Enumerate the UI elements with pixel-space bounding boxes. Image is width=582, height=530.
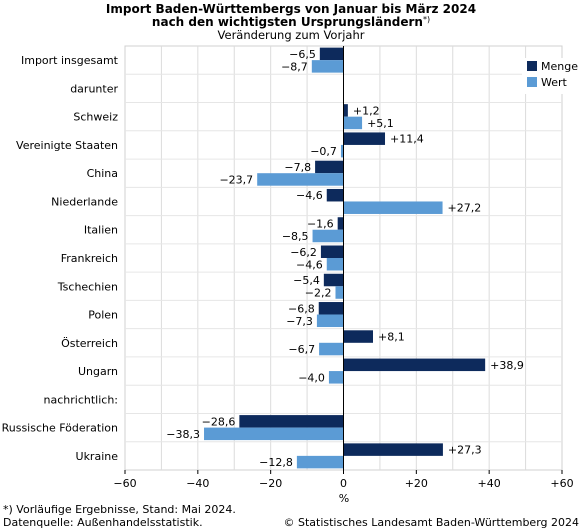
data-label-menge: −1,6 <box>307 217 334 230</box>
bar-wert <box>343 116 363 130</box>
bar-wert <box>340 144 344 158</box>
category-label: Österreich <box>61 337 118 350</box>
bar-wert <box>311 60 344 73</box>
category-label: Polen <box>88 309 118 322</box>
bar-menge <box>320 245 344 258</box>
data-label-wert: −7,3 <box>286 315 313 328</box>
legend-entry: Menge <box>541 60 578 73</box>
category-label: darunter <box>70 82 118 95</box>
x-tick-label: −40 <box>186 477 209 490</box>
data-label-menge: +27,3 <box>448 444 482 457</box>
bar-wert <box>257 173 344 186</box>
data-label-wert: −12,8 <box>259 456 293 469</box>
chart-title-footnote-mark: *) <box>423 15 430 24</box>
data-label-menge: +11,4 <box>390 133 424 146</box>
x-tick-label: 0 <box>340 477 347 490</box>
bar-menge <box>323 273 344 287</box>
data-label-menge: −7,8 <box>284 161 311 174</box>
chart-title-line2: nach den wichtigsten Ursprungsländern*) <box>152 15 430 29</box>
data-label-menge: −4,6 <box>296 189 323 202</box>
data-label-wert: −4,0 <box>298 371 325 384</box>
data-label-wert: −8,5 <box>282 230 309 243</box>
data-label-menge: +38,9 <box>490 359 524 372</box>
bar-menge <box>239 415 344 428</box>
data-label-menge: −6,8 <box>288 302 315 315</box>
data-label-wert: −38,3 <box>166 428 200 441</box>
source-note: Datenquelle: Außenhandelsstatistik. <box>3 516 203 529</box>
category-labels: Import insgesamt darunter Schweiz Vereinigt… <box>2 54 119 463</box>
data-label-wert: −4,6 <box>296 258 323 271</box>
category-label: Vereinigte Staaten <box>16 139 118 152</box>
category-label: Import insgesamt <box>21 54 119 67</box>
legend: Menge Wert <box>522 58 578 94</box>
bar-wert <box>296 455 344 469</box>
category-label: Tschechien <box>57 280 118 293</box>
value-labels: −6,5−8,7 +1,2+5,1 +11,4 −0,7 −7,8 −23,7 −4,6 +2… <box>166 48 524 469</box>
chart-title-line1: Import Baden-Württembergs von Januar bis… <box>106 2 476 16</box>
bar-wert <box>316 314 344 328</box>
category-label: Russische Föderation <box>2 422 118 435</box>
bar-wert <box>343 201 443 214</box>
bar-wert <box>204 427 344 441</box>
bar-wert <box>328 371 344 384</box>
category-label: Ungarn <box>78 365 118 378</box>
x-tick-label: +20 <box>405 477 428 490</box>
category-label: China <box>87 167 118 180</box>
data-label-wert: +5,1 <box>367 117 394 130</box>
footnote: *) Vorläufige Ergebnisse, Stand: Mai 202… <box>3 503 236 516</box>
copyright: © Statistisches Landesamt Baden-Württemb… <box>283 516 579 529</box>
data-label-wert: −8,7 <box>281 60 308 73</box>
data-label-wert: −23,7 <box>219 173 253 186</box>
bar-menge <box>337 217 344 230</box>
bar-menge <box>343 358 486 372</box>
data-label-menge: +8,1 <box>378 331 405 344</box>
category-label: Frankreich <box>61 252 118 265</box>
x-tick-label: −60 <box>113 477 136 490</box>
bar-menge <box>343 443 443 456</box>
x-axis-label: % <box>339 492 349 505</box>
x-tick-labels: −60 −40 −20 0 +20 +40 +60 <box>113 470 574 490</box>
data-label-menge: −6,5 <box>289 48 316 61</box>
data-label-menge: −6,2 <box>290 246 317 259</box>
data-label-wert: −6,7 <box>288 343 315 356</box>
x-tick-label: +40 <box>478 477 501 490</box>
data-label-menge: −5,4 <box>293 274 320 287</box>
category-label: Niederlande <box>51 195 118 208</box>
bar-menge <box>319 47 344 61</box>
data-label-wert: −2,2 <box>305 287 332 300</box>
bar-menge <box>343 104 348 117</box>
bar-wert <box>319 342 344 356</box>
data-label-menge: −28,6 <box>202 415 236 428</box>
category-label: nachrichtlich: <box>44 393 118 406</box>
bar-wert <box>312 229 344 243</box>
data-label-wert: −0,7 <box>310 145 337 158</box>
legend-swatch <box>527 77 537 87</box>
category-label: Ukraine <box>76 450 119 463</box>
data-label-wert: +27,2 <box>448 202 482 215</box>
data-label-menge: +1,2 <box>353 104 380 117</box>
legend-entry: Wert <box>541 76 568 89</box>
category-label: Schweiz <box>73 111 118 124</box>
bar-menge <box>343 132 386 145</box>
chart-subtitle: Veränderung zum Vorjahr <box>218 28 365 42</box>
bar-menge <box>318 302 344 315</box>
bars <box>204 47 486 469</box>
legend-swatch <box>527 61 537 71</box>
bar-menge <box>315 160 344 174</box>
bar-menge <box>326 188 344 202</box>
x-tick-label: +60 <box>550 477 573 490</box>
bar-wert <box>335 286 344 299</box>
chart-title-line2-text: nach den wichtigsten Ursprungsländern <box>152 15 423 29</box>
bar-menge <box>343 330 373 343</box>
bar-wert <box>326 258 344 271</box>
x-tick-label: −20 <box>259 477 282 490</box>
category-label: Italien <box>84 224 118 237</box>
